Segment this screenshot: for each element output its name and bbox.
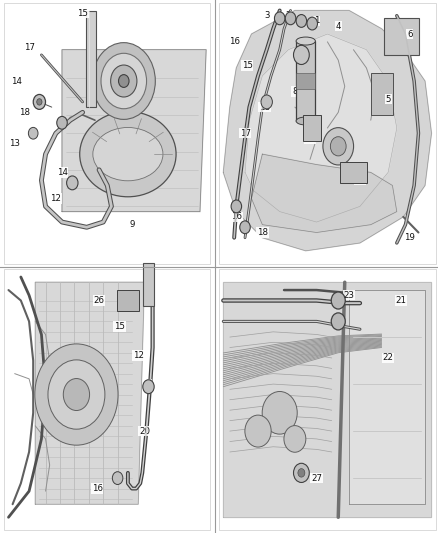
Circle shape xyxy=(119,75,129,87)
Circle shape xyxy=(293,463,309,482)
Bar xyxy=(219,3,436,264)
Circle shape xyxy=(67,176,78,190)
Circle shape xyxy=(143,379,154,393)
Text: 18: 18 xyxy=(19,108,31,117)
Bar xyxy=(117,290,139,311)
Circle shape xyxy=(231,200,242,213)
Circle shape xyxy=(298,469,305,477)
Text: 14: 14 xyxy=(11,77,22,85)
Bar xyxy=(4,3,210,264)
Text: 18: 18 xyxy=(259,103,270,111)
Polygon shape xyxy=(251,154,397,232)
Text: 17: 17 xyxy=(24,43,35,52)
Circle shape xyxy=(112,472,123,484)
Text: 19: 19 xyxy=(404,233,415,242)
Bar xyxy=(296,73,315,89)
Ellipse shape xyxy=(296,117,315,125)
Circle shape xyxy=(284,425,306,452)
Ellipse shape xyxy=(93,127,163,181)
Polygon shape xyxy=(223,282,431,517)
Bar xyxy=(340,162,367,183)
Polygon shape xyxy=(349,290,425,504)
Circle shape xyxy=(331,292,345,309)
Circle shape xyxy=(307,17,318,30)
Circle shape xyxy=(33,94,46,109)
Circle shape xyxy=(275,12,285,25)
Circle shape xyxy=(63,378,89,410)
Circle shape xyxy=(262,391,297,434)
Circle shape xyxy=(48,360,105,429)
Text: 26: 26 xyxy=(94,296,105,305)
Circle shape xyxy=(37,99,42,105)
Ellipse shape xyxy=(80,111,176,197)
Text: 9: 9 xyxy=(146,379,151,389)
Text: 5: 5 xyxy=(385,95,391,104)
Text: 29: 29 xyxy=(354,176,365,185)
Circle shape xyxy=(35,344,118,445)
Circle shape xyxy=(101,53,147,109)
Text: 23: 23 xyxy=(343,291,355,300)
Text: 18: 18 xyxy=(257,228,268,237)
Bar xyxy=(384,18,419,55)
Bar xyxy=(85,11,96,107)
Text: 12: 12 xyxy=(50,194,61,203)
Circle shape xyxy=(330,136,346,156)
Circle shape xyxy=(331,313,345,330)
Text: 27: 27 xyxy=(311,474,322,482)
Text: 15: 15 xyxy=(114,322,125,331)
Circle shape xyxy=(261,95,272,109)
Text: 16: 16 xyxy=(229,37,240,46)
Circle shape xyxy=(111,65,137,97)
Circle shape xyxy=(285,12,296,25)
Text: 21: 21 xyxy=(396,296,406,305)
Circle shape xyxy=(323,128,353,165)
Circle shape xyxy=(296,14,307,27)
Circle shape xyxy=(245,415,271,447)
Text: 15: 15 xyxy=(77,9,88,18)
Text: 9: 9 xyxy=(129,220,135,229)
Polygon shape xyxy=(245,34,397,222)
Text: 22: 22 xyxy=(383,353,394,362)
Bar xyxy=(143,263,154,306)
Text: 13: 13 xyxy=(9,139,20,148)
Text: 16: 16 xyxy=(231,212,242,221)
Polygon shape xyxy=(223,11,431,251)
Circle shape xyxy=(293,45,309,64)
Circle shape xyxy=(240,221,250,233)
Ellipse shape xyxy=(296,37,315,45)
Text: 16: 16 xyxy=(92,484,102,493)
Text: 14: 14 xyxy=(57,168,67,177)
Text: 28: 28 xyxy=(304,134,315,143)
Text: 1: 1 xyxy=(314,17,319,26)
Text: 20: 20 xyxy=(139,426,150,435)
Text: 7: 7 xyxy=(299,66,304,75)
Bar xyxy=(219,269,436,530)
Text: 2: 2 xyxy=(286,11,291,20)
Text: 17: 17 xyxy=(240,129,251,138)
Bar xyxy=(304,115,321,141)
Polygon shape xyxy=(62,50,206,212)
Bar xyxy=(296,41,315,121)
Text: 6: 6 xyxy=(407,29,413,38)
Bar xyxy=(4,269,210,530)
Circle shape xyxy=(57,116,67,129)
Circle shape xyxy=(28,127,38,139)
Text: 12: 12 xyxy=(133,351,144,360)
Text: 4: 4 xyxy=(336,22,341,31)
Text: 8: 8 xyxy=(292,87,298,96)
Polygon shape xyxy=(35,282,145,504)
Text: 3: 3 xyxy=(264,11,269,20)
Circle shape xyxy=(92,43,155,119)
Bar xyxy=(371,73,392,116)
Text: 15: 15 xyxy=(242,61,253,70)
